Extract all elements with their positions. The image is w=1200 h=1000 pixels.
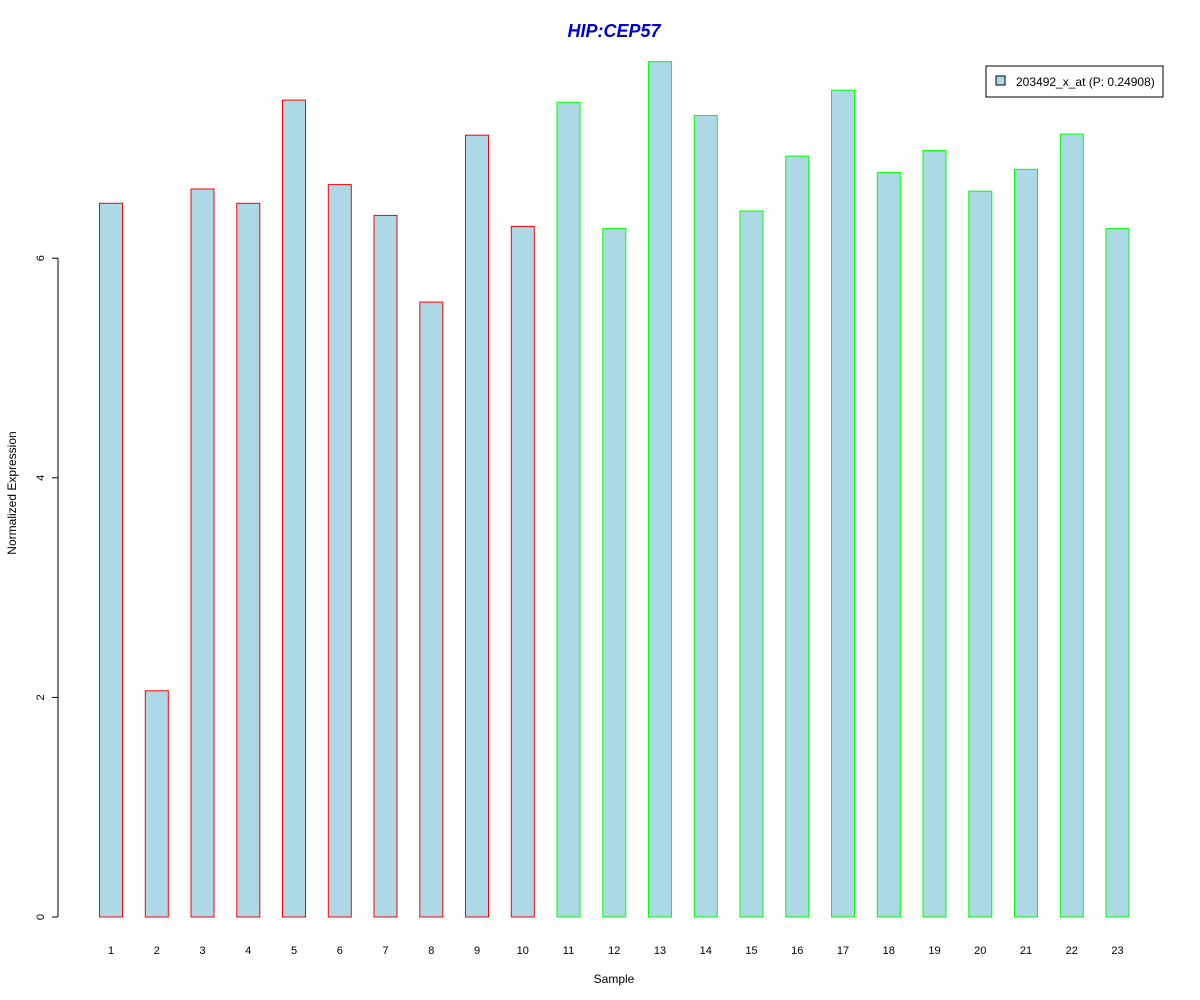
bar-sample-4	[236, 202, 261, 918]
x-tick-label-10: 10	[517, 945, 529, 957]
x-tick-label-11: 11	[563, 945, 574, 957]
y-axis-label: Normalized Expression	[5, 431, 19, 554]
bar-sample-19	[922, 150, 947, 918]
bar-sample-21	[1014, 168, 1038, 918]
x-tick-label-13: 13	[654, 945, 666, 957]
x-tick-label-17: 17	[837, 945, 849, 957]
x-tick-label-14: 14	[700, 945, 712, 957]
x-tick-label-1: 1	[108, 945, 114, 957]
bar-sample-3	[190, 188, 215, 918]
bar-sample-8	[419, 301, 444, 918]
x-tick-label-2: 2	[154, 945, 160, 957]
x-tick-label-16: 16	[791, 945, 803, 957]
y-tick-label-4: 4	[35, 475, 47, 481]
x-tick-label-8: 8	[428, 945, 434, 957]
x-tick-labels: 1 2 3 4 5 6 7 8 9 10 11 12 13 14 15 16 17 18 19 20 21 22 23	[108, 945, 1124, 957]
x-tick-label-23: 23	[1111, 945, 1123, 957]
bar-sample-6	[327, 184, 352, 918]
x-tick-label-19: 19	[928, 945, 940, 957]
bar-sample-17	[831, 89, 855, 918]
bar-sample-10	[510, 225, 535, 918]
bar-sample-13	[648, 61, 672, 918]
x-tick-label-6: 6	[337, 945, 343, 957]
bar-sample-5	[282, 99, 306, 918]
bar-sample-23	[1105, 228, 1130, 918]
legend-swatch	[995, 75, 1006, 86]
x-tick-label-4: 4	[245, 945, 251, 957]
bar-sample-18	[876, 172, 901, 918]
y-axis: 0 2 4 6	[35, 255, 59, 920]
x-tick-label-9: 9	[474, 945, 480, 957]
bar-sample-7	[373, 214, 398, 918]
bar-sample-9	[465, 134, 489, 918]
bar-sample-14	[693, 115, 718, 918]
bar-sample-2	[144, 690, 169, 918]
y-tick-label-6: 6	[35, 255, 47, 261]
bar-sample-1	[99, 202, 123, 918]
x-tick-label-7: 7	[382, 945, 388, 957]
bar-sample-12	[602, 228, 627, 918]
x-tick-label-15: 15	[745, 945, 757, 957]
y-tick-label-0: 0	[35, 914, 47, 920]
x-tick-label-5: 5	[291, 945, 297, 957]
legend: 203492_x_at (P: 0.24908)	[985, 65, 1164, 98]
x-tick-label-20: 20	[974, 945, 986, 957]
legend-label: 203492_x_at (P: 0.24908)	[1016, 75, 1155, 89]
bar-sample-15	[739, 210, 764, 918]
x-tick-label-21: 21	[1020, 945, 1032, 957]
x-axis-label: Sample	[594, 972, 635, 986]
y-tick-label-2: 2	[35, 694, 47, 700]
x-tick-label-18: 18	[883, 945, 895, 957]
x-tick-label-12: 12	[608, 945, 620, 957]
x-tick-label-3: 3	[199, 945, 205, 957]
bar-sample-16	[785, 155, 810, 918]
bars-group	[99, 61, 1130, 918]
bar-sample-22	[1059, 133, 1084, 918]
x-tick-label-22: 22	[1066, 945, 1078, 957]
legend-box	[985, 65, 1164, 98]
bar-sample-11	[556, 101, 581, 918]
bar-sample-20	[968, 190, 993, 918]
chart-title: HIP:CEP57	[567, 21, 661, 41]
